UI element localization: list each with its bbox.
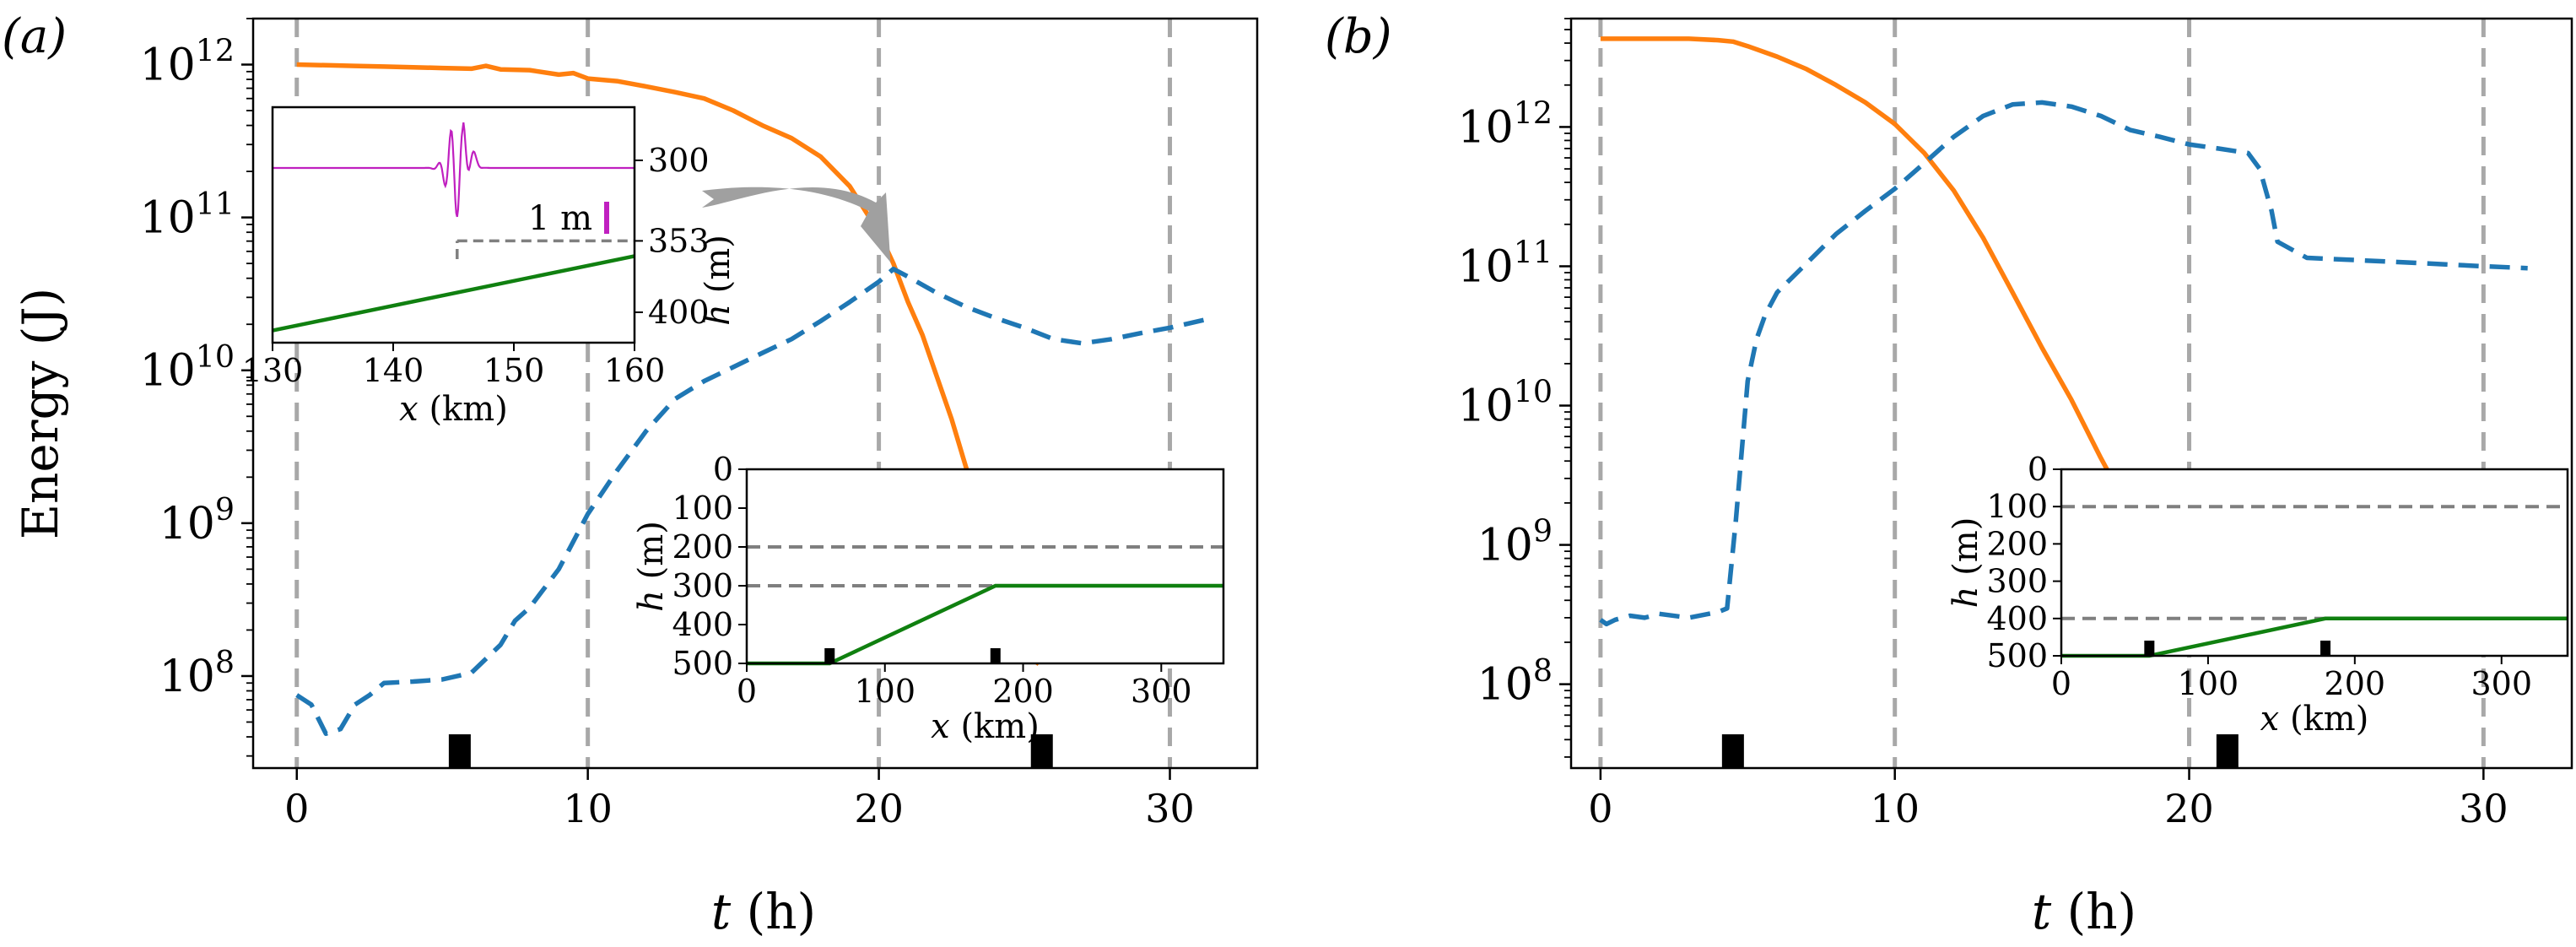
x-axis-title-a: t (h): [711, 883, 816, 940]
x-tick-label-3: 30: [2459, 786, 2508, 831]
profile-y-tick-label-4: 400: [1986, 600, 2048, 637]
profile-y-tick-label-0: 0: [2028, 451, 2048, 488]
profile-y-axis-title: h (m): [1947, 517, 1985, 609]
time-marker-0: [1721, 734, 1744, 768]
y-tick-label-0: 108: [1477, 652, 1553, 711]
pointer-arrow: [702, 187, 891, 262]
profile-y-tick-label-2: 200: [1986, 525, 2048, 562]
wave-h-tick-label-1: 353: [648, 222, 710, 259]
wave-x-tick-label-0: 130: [242, 352, 304, 389]
x-tick-label-3: 30: [1145, 786, 1195, 831]
y-tick-label-3: 1011: [1458, 235, 1553, 293]
x-tick-label-2: 20: [2164, 786, 2214, 831]
x-tick-label-1: 10: [563, 786, 613, 831]
axes-frame: [1569, 17, 2573, 770]
profile-x-tick-label-3: 300: [1131, 673, 1192, 710]
time-marker-0: [448, 734, 471, 768]
profile-marker-0: [824, 648, 835, 663]
profile-inset-frame: [2060, 468, 2569, 657]
x-tick-label-0: 0: [1588, 786, 1612, 831]
profile-y-tick-label-3: 300: [672, 567, 733, 604]
profile-marker-1: [2320, 641, 2331, 656]
x-axis-unit-a: (h): [747, 883, 817, 940]
profile-y-tick-label-1: 100: [1986, 488, 2048, 525]
y-tick-label-4: 1012: [140, 33, 235, 91]
profile-x-tick-label-2: 200: [2325, 665, 2386, 702]
profile-x-axis-title: x (km): [931, 707, 1040, 746]
profile-inset-background: [2061, 469, 2568, 656]
y-tick-label-4: 1012: [1458, 95, 1553, 154]
wave-bathymetry-line: [272, 254, 635, 333]
time-marker-1: [1030, 734, 1053, 768]
profile-y-tick-label-5: 500: [1986, 637, 2048, 674]
profile-marker-1: [990, 648, 1001, 663]
profile-y-axis-title: h (m): [632, 521, 671, 612]
panel-label-a: (a): [2, 9, 67, 64]
panel-label-b: (b): [1325, 9, 1392, 64]
wave-h-axis-title: h (m): [699, 235, 737, 326]
y-tick-label-2: 1010: [140, 338, 235, 397]
profile-x-tick-label-0: 0: [737, 673, 757, 710]
profile-y-tick-label-5: 500: [672, 645, 733, 682]
series-dashed-line: [1599, 100, 2528, 627]
series-dashed-line: [295, 266, 1214, 736]
profile-x-tick-label-0: 0: [2051, 665, 2071, 702]
x-tick-label-2: 20: [854, 786, 904, 831]
profile-x-tick-label-1: 100: [855, 673, 916, 710]
profile-y-tick-label-2: 200: [672, 528, 733, 565]
wave-scale-bar: [604, 202, 609, 234]
y-axis-title: Energy (J): [12, 288, 69, 540]
wave-inset: 1 m 130 140 150 160 300 353 400 x (km) h (m): [242, 106, 737, 429]
profile-x-axis-title: x (km): [2260, 700, 2369, 739]
profile-y-tick-label-0: 0: [713, 451, 733, 488]
series-solid-line: [296, 62, 1040, 666]
profile-x-tick-label-1: 100: [2178, 665, 2239, 702]
y-tick-label-3: 1011: [140, 186, 235, 244]
profile-y-tick-label-1: 100: [672, 490, 733, 527]
wave-x-tick-label-2: 150: [483, 352, 545, 389]
y-tick-label-1: 109: [159, 491, 235, 549]
wave-inset-frame: [271, 106, 636, 344]
wave-h-tick-label-2: 400: [648, 294, 710, 331]
x-axis-title-b: t (h): [2032, 883, 2136, 940]
wave-h-tick-label-0: 300: [648, 142, 710, 179]
wave-scale-label: 1 m: [528, 199, 592, 238]
x-tick-label-0: 0: [284, 786, 309, 831]
profile-inset-frame: [745, 468, 1225, 665]
profile-y-tick-label-4: 400: [672, 606, 733, 643]
x-axis-var-a: t: [711, 883, 732, 940]
profile-y-tick-label-3: 300: [1986, 563, 2048, 600]
y-tick-label-1: 109: [1477, 513, 1553, 571]
x-axis-unit-b: (h): [2067, 883, 2137, 940]
wave-x-tick-label-1: 140: [363, 352, 424, 389]
time-marker-1: [2216, 734, 2238, 768]
profile-marker-0: [2144, 641, 2155, 656]
x-axis-var-b: t: [2032, 883, 2052, 940]
wave-signal-line: [273, 122, 635, 218]
y-tick-label-2: 1010: [1458, 374, 1553, 432]
profile-x-tick-label-2: 200: [992, 673, 1054, 710]
profile-x-tick-label-3: 300: [2471, 665, 2532, 702]
y-tick-label-0: 108: [159, 644, 235, 702]
wave-x-tick-label-3: 160: [604, 352, 666, 389]
x-tick-label-1: 10: [1870, 786, 1920, 831]
profile-inset-background: [747, 469, 1223, 663]
wave-x-axis-title: x (km): [399, 390, 508, 429]
